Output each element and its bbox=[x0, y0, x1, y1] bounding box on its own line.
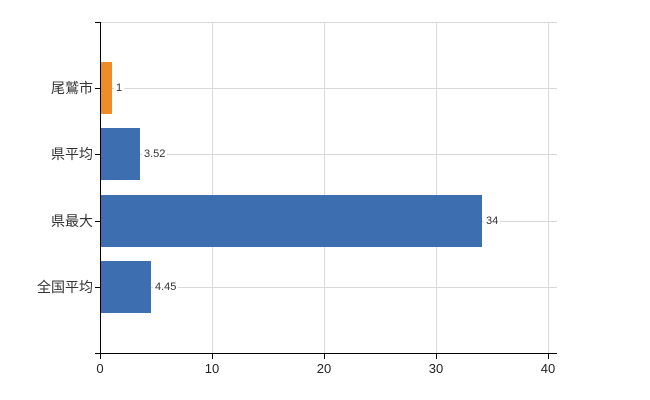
x-tick-label: 20 bbox=[316, 361, 332, 376]
y-axis bbox=[100, 22, 101, 354]
x-tick-label: 40 bbox=[540, 361, 556, 376]
y-tick bbox=[95, 154, 100, 155]
grid-line-horizontal bbox=[100, 88, 557, 89]
category-label: 全国平均 bbox=[37, 279, 93, 295]
bar bbox=[101, 261, 151, 313]
grid-line-vertical bbox=[324, 22, 325, 353]
category-label: 県最大 bbox=[51, 213, 93, 229]
y-tick bbox=[95, 88, 100, 89]
grid-line-vertical bbox=[548, 22, 549, 353]
bar-value-label: 34 bbox=[484, 215, 501, 228]
grid-line-horizontal bbox=[100, 287, 557, 288]
x-axis bbox=[95, 353, 557, 354]
y-tick bbox=[95, 22, 100, 23]
x-tick-label: 0 bbox=[96, 361, 104, 376]
category-label: 県平均 bbox=[51, 146, 93, 162]
x-tick bbox=[324, 354, 325, 359]
x-tick-label: 10 bbox=[204, 361, 220, 376]
bar bbox=[101, 128, 140, 180]
x-tick-label: 30 bbox=[428, 361, 444, 376]
x-tick bbox=[436, 354, 437, 359]
bar bbox=[101, 62, 112, 114]
bar bbox=[101, 195, 482, 247]
grid-line-vertical bbox=[436, 22, 437, 353]
bar-value-label: 3.52 bbox=[142, 148, 168, 161]
category-label: 尾鷲市 bbox=[51, 80, 93, 96]
bar-value-label: 4.45 bbox=[153, 281, 179, 294]
y-tick bbox=[95, 287, 100, 288]
grid-line-vertical bbox=[212, 22, 213, 353]
bar-value-label: 1 bbox=[114, 82, 125, 95]
x-tick bbox=[212, 354, 213, 359]
plot-top-border bbox=[100, 22, 557, 23]
y-tick bbox=[95, 221, 100, 222]
grid-line-horizontal bbox=[100, 154, 557, 155]
x-tick bbox=[548, 354, 549, 359]
x-tick bbox=[100, 354, 101, 359]
